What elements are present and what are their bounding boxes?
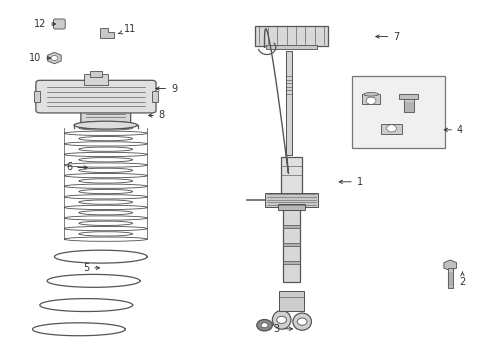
- Text: 4: 4: [444, 125, 463, 135]
- Text: 9: 9: [156, 84, 177, 94]
- Ellipse shape: [364, 93, 378, 96]
- Circle shape: [277, 316, 287, 323]
- Circle shape: [51, 55, 58, 60]
- Ellipse shape: [74, 121, 138, 129]
- Bar: [266, 45, 317, 49]
- Circle shape: [257, 319, 272, 331]
- Bar: [279, 291, 304, 311]
- Bar: [152, 91, 158, 102]
- Bar: [381, 124, 402, 134]
- Bar: [448, 268, 453, 288]
- Bar: [255, 26, 328, 45]
- Circle shape: [297, 318, 307, 325]
- Bar: [283, 225, 300, 228]
- Text: 11: 11: [119, 24, 136, 35]
- Text: 6: 6: [66, 162, 87, 172]
- Bar: [90, 71, 102, 77]
- Text: 3: 3: [274, 324, 293, 334]
- FancyBboxPatch shape: [53, 19, 65, 29]
- Text: 10: 10: [29, 53, 50, 63]
- Bar: [84, 74, 108, 85]
- Circle shape: [387, 125, 396, 132]
- Text: 2: 2: [459, 272, 466, 287]
- Text: 7: 7: [376, 32, 399, 41]
- Bar: [281, 157, 302, 205]
- Bar: [362, 94, 380, 104]
- Text: 12: 12: [34, 19, 55, 29]
- Ellipse shape: [293, 313, 312, 330]
- Bar: [265, 193, 318, 207]
- Bar: [34, 91, 40, 102]
- Bar: [278, 204, 305, 210]
- Bar: [283, 243, 300, 246]
- Bar: [399, 94, 418, 99]
- Bar: [283, 207, 300, 282]
- Circle shape: [366, 97, 376, 104]
- FancyBboxPatch shape: [36, 80, 156, 113]
- Text: 8: 8: [148, 111, 165, 121]
- Ellipse shape: [272, 311, 291, 329]
- Text: 5: 5: [83, 263, 99, 273]
- FancyBboxPatch shape: [81, 110, 131, 129]
- Bar: [352, 76, 445, 148]
- Bar: [286, 51, 292, 155]
- Bar: [283, 261, 300, 264]
- Polygon shape: [100, 28, 114, 38]
- Circle shape: [261, 323, 268, 328]
- Text: 1: 1: [339, 177, 363, 187]
- Bar: [404, 98, 414, 112]
